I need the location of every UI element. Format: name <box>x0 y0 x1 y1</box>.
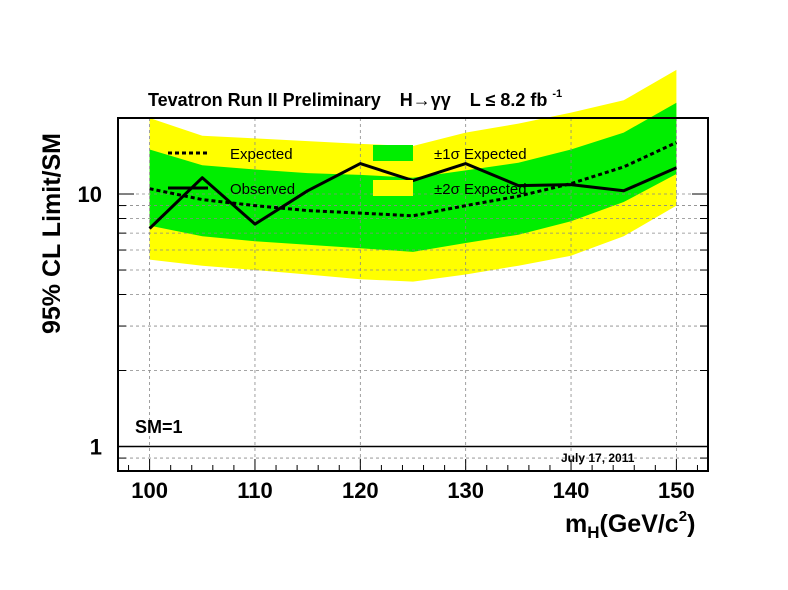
legend-2sigma-swatch <box>373 180 413 196</box>
x-tick-label: 140 <box>553 478 590 503</box>
title-main: Tevatron Run II Preliminary <box>148 90 381 110</box>
title-process: H→γγ <box>400 90 451 110</box>
x-tick-label: 150 <box>658 478 695 503</box>
title-lumi: L ≤ 8.2 fb <box>470 90 548 110</box>
sm-label: SM=1 <box>135 417 183 437</box>
x-tick-label: 130 <box>447 478 484 503</box>
legend-1sigma-label: ±1σ Expected <box>434 146 527 163</box>
chart-title: Tevatron Run II Preliminary H→γγ L ≤ 8.2… <box>148 88 562 110</box>
x-tick-label: 110 <box>237 478 273 503</box>
y-ticks: 1 10 <box>78 117 708 472</box>
error-bands <box>149 69 677 282</box>
date-annotation: July 17, 2011 <box>561 451 635 465</box>
legend-observed-label: Observed <box>230 181 295 198</box>
legend-2sigma-label: ±2σ Expected <box>434 181 527 198</box>
y-tick-label: 10 <box>78 182 102 207</box>
y-axis-label: 95% CL Limit/SM <box>38 133 66 334</box>
expected-line <box>149 141 678 218</box>
x-tick-label: 100 <box>131 478 168 503</box>
legend: Expected Observed ±1σ Expected ±2σ Expected <box>168 145 527 198</box>
title-lumi-exp: -1 <box>552 88 562 100</box>
legend-expected-label: Expected <box>230 146 293 163</box>
y-tick-label: 1 <box>90 435 102 460</box>
x-axis-label: mH(GeV/c2) <box>565 508 695 542</box>
x-ticks: 100 110 120 130 140 150 <box>128 459 698 503</box>
x-tick-label: 120 <box>342 478 379 503</box>
legend-1sigma-swatch <box>373 145 413 161</box>
band-1sigma <box>149 102 677 252</box>
